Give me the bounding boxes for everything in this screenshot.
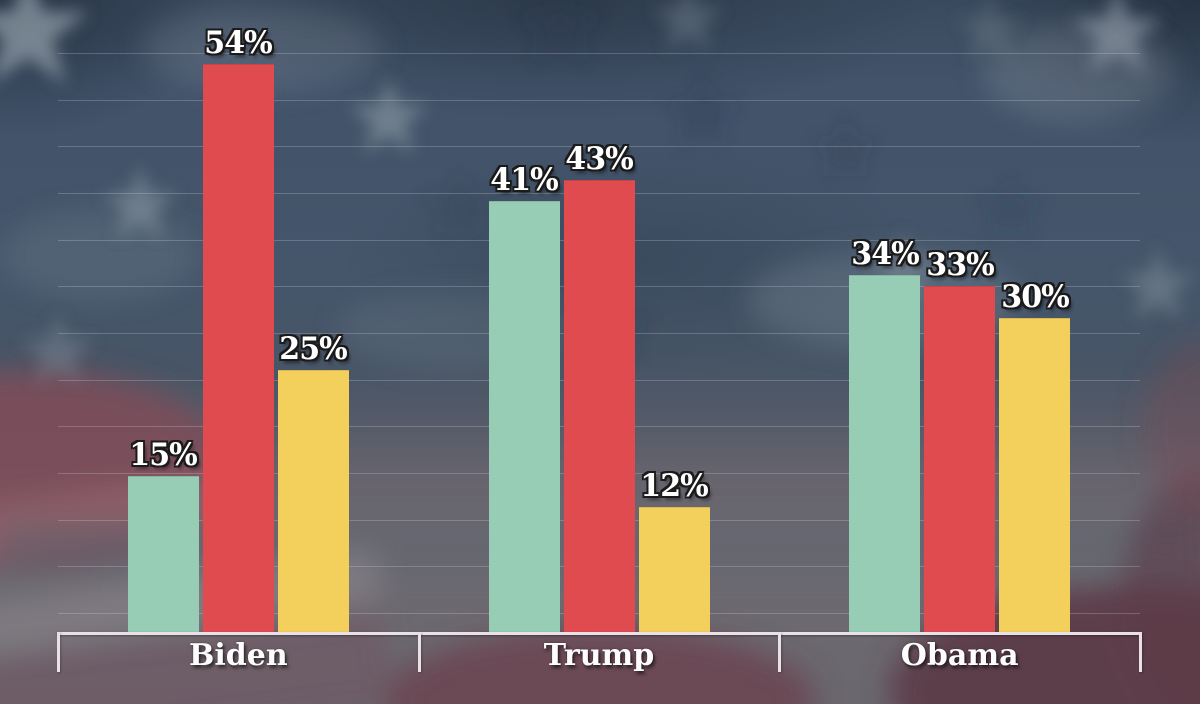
category-label-biden: Biden (189, 638, 288, 673)
gridline (58, 53, 1140, 54)
value-label-biden-red: 54% (204, 25, 273, 62)
category-label-trump: Trump (543, 638, 655, 673)
gridline (58, 99, 1140, 101)
x-axis-tick (417, 632, 421, 672)
x-axis-line (57, 632, 1142, 635)
value-label-trump-teal: 41% (490, 162, 558, 199)
x-axis-tick (57, 632, 60, 672)
value-label-biden-yellow: 25% (279, 331, 348, 368)
value-label-trump-red: 43% (565, 141, 633, 178)
bar-obama-red (924, 285, 996, 634)
gridline (58, 146, 1140, 148)
bar-obama-yellow (999, 317, 1071, 634)
bar-biden-yellow (277, 370, 349, 634)
value-label-obama-teal: 34% (850, 236, 919, 273)
bar-biden-red (202, 64, 274, 634)
bar-obama-teal (849, 275, 921, 634)
value-label-trump-yellow: 12% (640, 468, 708, 505)
bar-trump-yellow (638, 507, 710, 634)
bar-trump-red (563, 180, 635, 634)
value-label-biden-teal: 15% (129, 436, 198, 473)
category-label-obama: Obama (900, 638, 1019, 673)
value-label-obama-red: 33% (925, 246, 994, 283)
x-axis-tick (1139, 632, 1142, 672)
bar-trump-teal (488, 201, 560, 634)
value-label-obama-yellow: 30% (1000, 278, 1069, 315)
bar-biden-teal (127, 475, 199, 634)
x-axis-tick (778, 632, 782, 672)
